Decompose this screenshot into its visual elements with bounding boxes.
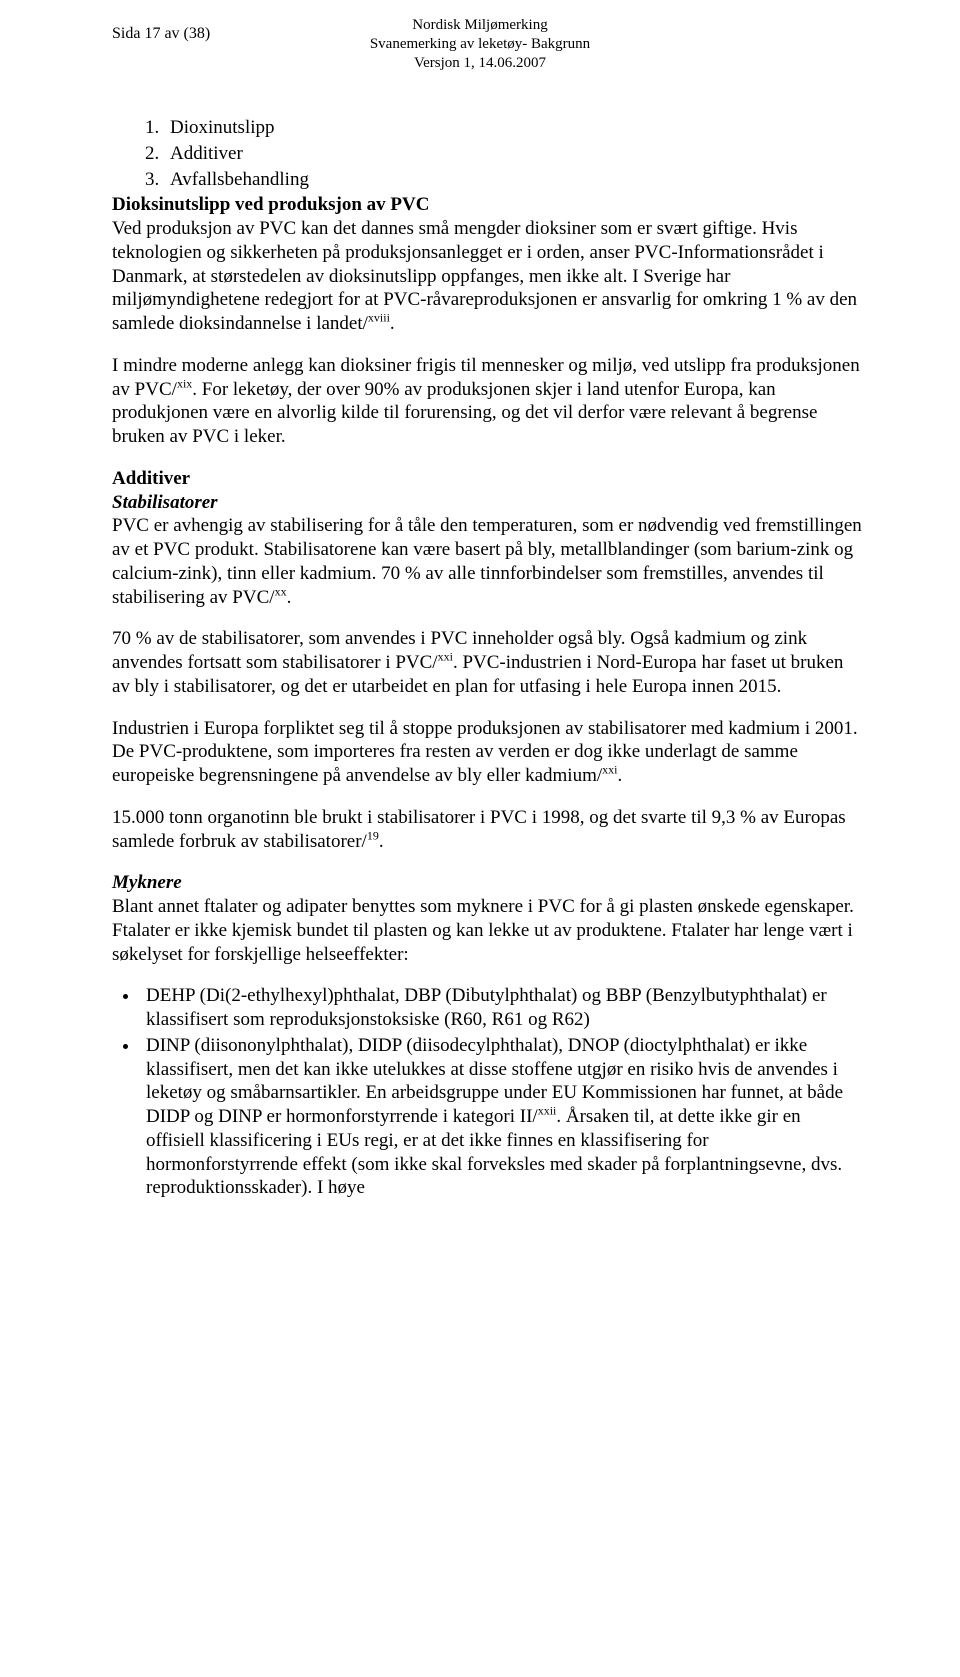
body-text: . xyxy=(287,587,292,608)
footnote-ref: xviii xyxy=(368,311,390,325)
section-heading-additiver: Additiver xyxy=(112,467,864,491)
body-text: PVC er avhengig av stabilisering for å t… xyxy=(112,515,862,607)
footnote-ref: xxi xyxy=(602,763,617,777)
paragraph: Industrien i Europa forpliktet seg til å… xyxy=(112,717,864,788)
numbered-list: Dioxinutslipp Additiver Avfallsbehandlin… xyxy=(140,116,864,191)
list-item: DEHP (Di(2-ethylhexyl)phthalat, DBP (Dib… xyxy=(140,984,864,1032)
body-text: . xyxy=(617,765,622,786)
header-org: Nordisk Miljømerking xyxy=(370,16,590,35)
body-text: . For leketøy, der over 90% av produksjo… xyxy=(112,379,817,448)
body-text: Ved produksjon av PVC kan det dannes små… xyxy=(112,218,857,334)
list-item: Additiver xyxy=(164,142,864,166)
paragraph: I mindre moderne anlegg kan dioksiner fr… xyxy=(112,354,864,449)
list-item: Dioxinutslipp xyxy=(164,116,864,140)
header-center: Nordisk Miljømerking Svanemerking av lek… xyxy=(370,16,590,72)
document-page: Sida 17 av (38) Nordisk Miljømerking Sva… xyxy=(0,0,960,1262)
list-item: DINP (diisononylphthalat), DIDP (diisode… xyxy=(140,1034,864,1200)
sub-heading-stabilisatorer: Stabilisatorer xyxy=(112,491,864,515)
paragraph: 70 % av de stabilisatorer, som anvendes … xyxy=(112,627,864,698)
footnote-ref: 19 xyxy=(367,828,379,842)
footnote-ref: xxi xyxy=(438,650,453,664)
inline-heading: Dioksinutslipp ved produksjon av PVC xyxy=(112,194,429,215)
list-item: Avfallsbehandling xyxy=(164,168,864,192)
footnote-ref: xix xyxy=(177,376,192,390)
paragraph: Blant annet ftalater og adipater benytte… xyxy=(112,895,864,966)
paragraph: PVC er avhengig av stabilisering for å t… xyxy=(112,514,864,609)
body-text: . xyxy=(390,313,395,334)
sub-heading-myknere: Myknere xyxy=(112,871,864,895)
header-doc-title: Svanemerking av leketøy- Bakgrunn xyxy=(370,35,590,54)
content-body: Dioxinutslipp Additiver Avfallsbehandlin… xyxy=(112,48,864,1200)
paragraph: 15.000 tonn organotinn ble brukt i stabi… xyxy=(112,806,864,854)
footnote-ref: xx xyxy=(275,584,287,598)
body-text: Industrien i Europa forpliktet seg til å… xyxy=(112,718,858,787)
body-text: . xyxy=(379,831,384,852)
paragraph-dioxin-intro: Dioksinutslipp ved produksjon av PVC Ved… xyxy=(112,193,864,336)
bullet-list: DEHP (Di(2-ethylhexyl)phthalat, DBP (Dib… xyxy=(112,984,864,1200)
header-version: Versjon 1, 14.06.2007 xyxy=(370,54,590,73)
footnote-ref: xxii xyxy=(538,1104,557,1118)
header-page-number: Sida 17 av (38) xyxy=(112,24,210,44)
body-text: 15.000 tonn organotinn ble brukt i stabi… xyxy=(112,807,846,852)
